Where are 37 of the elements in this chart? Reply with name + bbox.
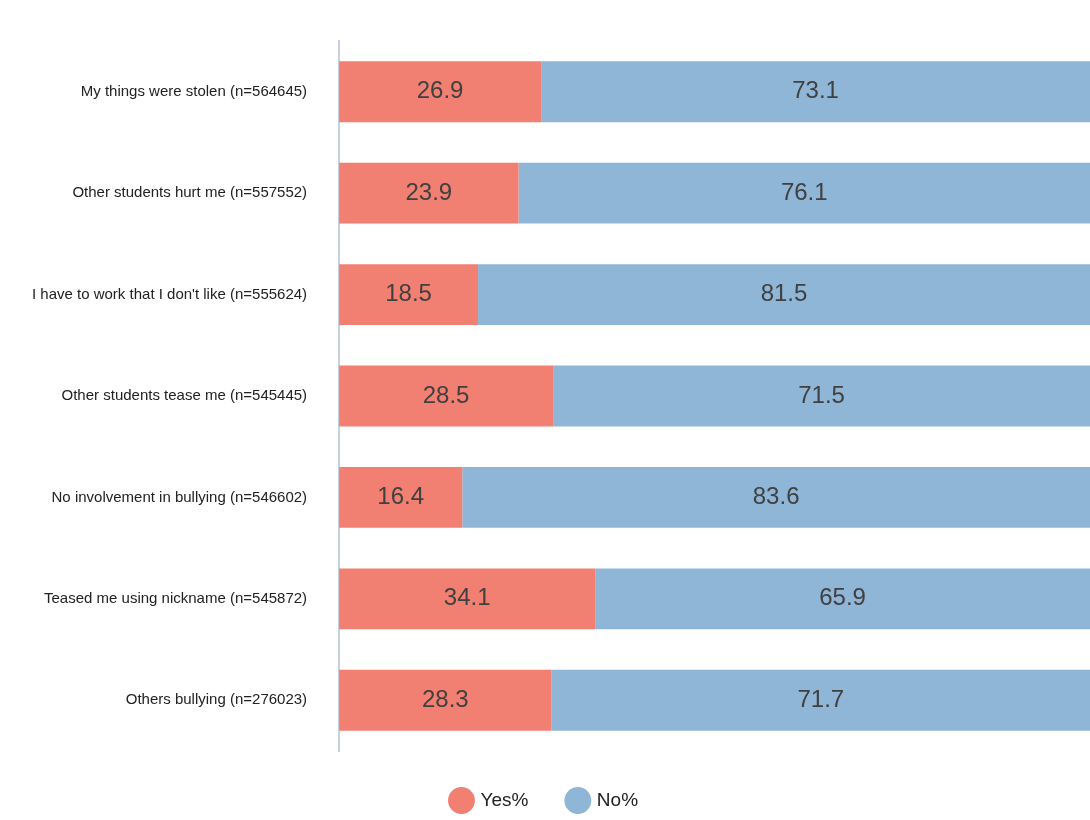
- y-tick-label: Other students hurt me (n=557552): [72, 183, 308, 201]
- data-label: 71.5: [798, 380, 845, 408]
- bar: [551, 669, 1090, 731]
- data-label: 73.1: [792, 76, 839, 104]
- bar: [339, 669, 552, 731]
- bar: [339, 162, 519, 224]
- y-tick-label: I have to work that I don't like (n=555624): [31, 284, 308, 302]
- bar: [595, 568, 1090, 630]
- data-label: 23.9: [405, 177, 453, 205]
- legend-label: No%: [596, 788, 639, 810]
- data-label: 34.1: [443, 583, 491, 611]
- bar: [339, 365, 554, 427]
- data-label: 28.5: [422, 380, 470, 408]
- data-label: 71.7: [797, 684, 845, 712]
- y-tick-label: My things were stolen (n=564645): [80, 81, 308, 99]
- data-label: 26.9: [416, 76, 464, 104]
- bar: [541, 61, 1090, 123]
- y-tick-label: Teased me using nickname (n=545872): [44, 589, 308, 606]
- y-tick-label: Other students tease me (n=545445): [61, 386, 308, 404]
- bar: [518, 162, 1090, 224]
- data-label: 28.3: [422, 684, 469, 712]
- bar: [339, 61, 542, 123]
- data-label: 18.5: [385, 279, 432, 307]
- data-label: 83.6: [752, 482, 800, 510]
- bar: [339, 467, 463, 528]
- bar: [478, 264, 1090, 325]
- y-tick-label: No involvement in bullying (n=546602): [51, 487, 308, 505]
- bar: [339, 264, 479, 325]
- y-tick-label: Others bullying (n=276023): [125, 690, 308, 708]
- bar: [339, 568, 596, 630]
- data-label: 16.4: [377, 482, 425, 510]
- bar: [553, 365, 1090, 427]
- bar: [462, 467, 1090, 528]
- data-label: 65.9: [819, 583, 866, 611]
- legend-label: Yes%: [480, 788, 529, 810]
- data-label: 76.1: [780, 177, 828, 205]
- data-label: 81.5: [760, 279, 808, 307]
